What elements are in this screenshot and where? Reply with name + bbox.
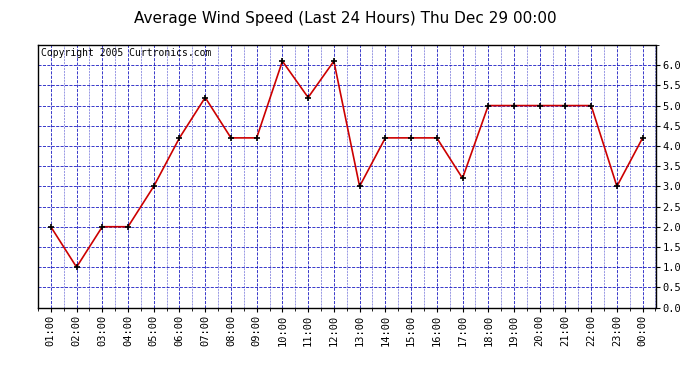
Text: Average Wind Speed (Last 24 Hours) Thu Dec 29 00:00: Average Wind Speed (Last 24 Hours) Thu D… (134, 11, 556, 26)
Text: Copyright 2005 Curtronics.com: Copyright 2005 Curtronics.com (41, 48, 211, 58)
